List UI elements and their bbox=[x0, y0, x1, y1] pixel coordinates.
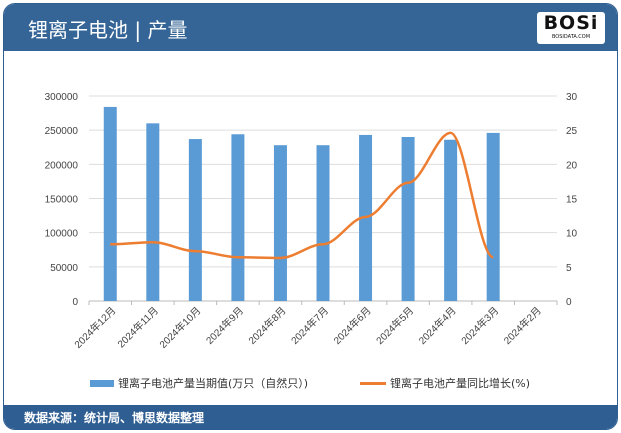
x-tick-label: 2024年2月 bbox=[501, 304, 544, 347]
right-tick-label: 20 bbox=[566, 160, 578, 171]
legend-bar-label: 锂离子电池产量当期值(万只（自然只）) bbox=[118, 377, 309, 390]
bosi-logo: BOSi BOSIDATA.COM bbox=[537, 12, 605, 44]
bar bbox=[146, 123, 160, 301]
x-tick-label: 2024年4月 bbox=[416, 304, 459, 347]
legend-line-label: 锂离子电池产量同比增长(%) bbox=[390, 377, 531, 390]
header-bar: 锂离子电池 | 产量 BOSi BOSIDATA.COM bbox=[4, 4, 617, 51]
right-tick-label: 25 bbox=[566, 126, 578, 137]
x-tick-label: 2024年8月 bbox=[246, 304, 289, 347]
page-title: 锂离子电池 | 产量 bbox=[28, 18, 188, 42]
x-tick-label: 2024年5月 bbox=[373, 304, 416, 347]
x-tick-label: 2024年11月 bbox=[115, 304, 161, 350]
left-tick-label: 300000 bbox=[45, 92, 79, 103]
legend-item-bar: 锂离子电池产量当期值(万只（自然只）) bbox=[90, 375, 308, 391]
left-tick-label: 150000 bbox=[45, 195, 79, 206]
left-tick-label: 50000 bbox=[50, 263, 78, 274]
bar bbox=[316, 145, 330, 301]
right-tick-label: 5 bbox=[566, 263, 572, 274]
bar bbox=[401, 137, 415, 301]
legend-item-line: 锂离子电池产量同比增长(%) bbox=[360, 375, 530, 391]
left-tick-label: 250000 bbox=[45, 126, 79, 137]
bar bbox=[444, 139, 458, 301]
x-tick-label: 2024年9月 bbox=[203, 304, 246, 347]
right-tick-label: 0 bbox=[566, 297, 572, 308]
left-tick-label: 100000 bbox=[45, 229, 79, 240]
source-text: 数据来源：统计局、博思数据整理 bbox=[24, 411, 205, 425]
right-tick-label: 10 bbox=[566, 229, 578, 240]
bar bbox=[188, 139, 202, 301]
right-tick-label: 15 bbox=[566, 195, 578, 206]
x-tick-label: 2024年12月 bbox=[71, 304, 118, 351]
x-tick-label: 2024年10月 bbox=[157, 304, 204, 351]
legend-bar-swatch bbox=[90, 379, 114, 387]
x-tick-label: 2024年3月 bbox=[458, 304, 501, 347]
growth-line bbox=[110, 131, 494, 260]
bar bbox=[103, 106, 117, 301]
bar bbox=[486, 132, 500, 301]
right-tick-label: 30 bbox=[566, 92, 578, 103]
x-tick-label: 2024年7月 bbox=[288, 304, 331, 347]
bar bbox=[273, 145, 287, 301]
left-tick-label: 200000 bbox=[45, 160, 79, 171]
bar bbox=[231, 134, 245, 301]
legend-line-swatch bbox=[360, 381, 386, 385]
source-footer: 数据来源：统计局、博思数据整理 bbox=[4, 405, 617, 429]
x-tick-label: 2024年6月 bbox=[331, 304, 374, 347]
left-tick-label: 0 bbox=[72, 297, 78, 308]
